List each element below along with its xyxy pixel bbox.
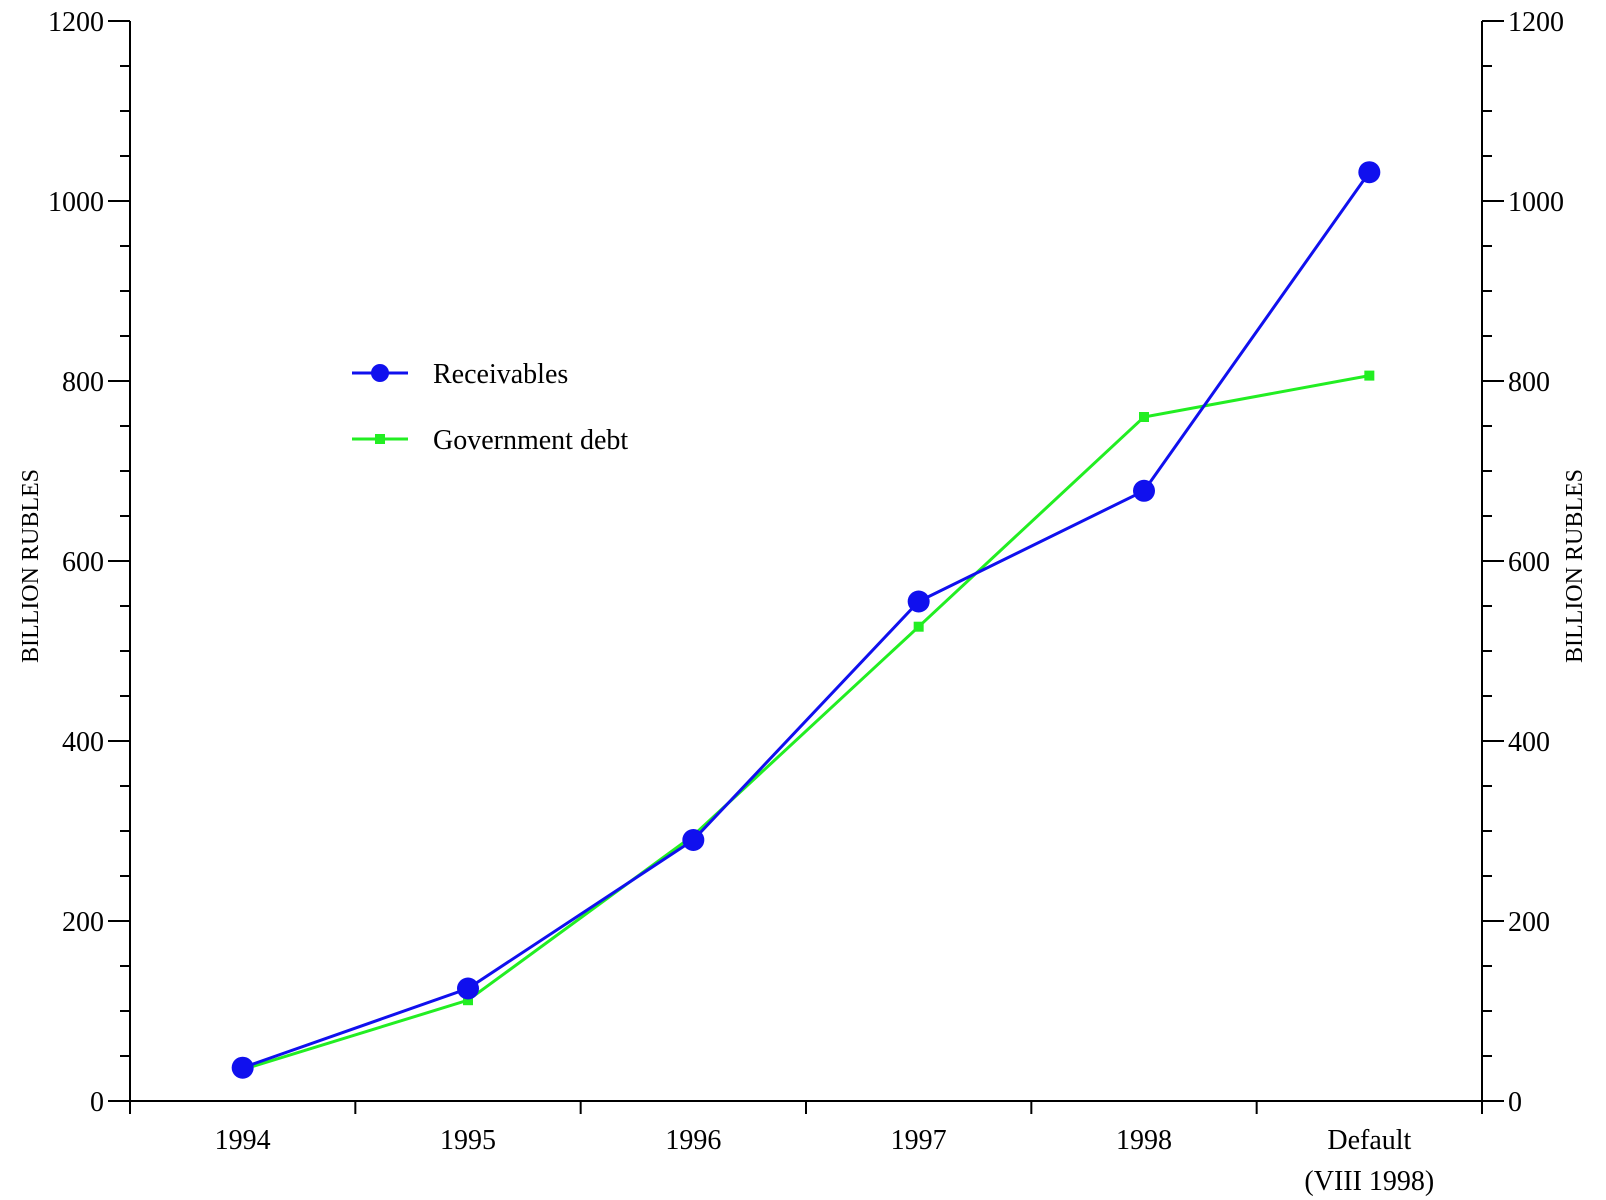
legend-label: Government debt bbox=[433, 425, 628, 456]
y-tick-label-left: 1000 bbox=[48, 187, 104, 218]
data-point bbox=[1358, 161, 1381, 184]
y-tick-label-left: 1200 bbox=[48, 7, 104, 38]
plot-area bbox=[231, 161, 1381, 1079]
data-point bbox=[907, 590, 930, 613]
legend-label: Receivables bbox=[433, 359, 568, 390]
x-tick-sublabel: (VIII 1998) bbox=[1304, 1166, 1434, 1197]
y-tick-label-right: 800 bbox=[1508, 367, 1550, 398]
y-tick-label-left: 400 bbox=[62, 727, 104, 758]
data-point bbox=[1364, 370, 1375, 381]
legend: Receivables Government debt bbox=[352, 359, 628, 456]
x-tick-label: 1995 bbox=[440, 1125, 496, 1156]
x-tick-label: 1994 bbox=[215, 1125, 271, 1156]
legend-item: Receivables bbox=[352, 359, 568, 390]
y-tick-label-left: 200 bbox=[62, 907, 104, 938]
y-tick-label-left: 0 bbox=[90, 1087, 104, 1118]
series-receivables bbox=[231, 161, 1381, 1079]
x-tick-label: 1996 bbox=[665, 1125, 721, 1156]
y-tick-label-right: 0 bbox=[1508, 1087, 1522, 1118]
y-tick-label-left: 600 bbox=[62, 547, 104, 578]
data-point bbox=[463, 995, 473, 1006]
series-line bbox=[242, 171, 1371, 1070]
y-tick-label-right: 600 bbox=[1508, 547, 1550, 578]
data-point bbox=[231, 1056, 254, 1079]
data-point bbox=[1139, 412, 1149, 422]
legend-marker bbox=[375, 434, 385, 444]
series-line bbox=[242, 374, 1370, 1071]
y-tick-label-right: 1200 bbox=[1508, 7, 1564, 38]
data-point bbox=[682, 829, 705, 851]
data-point bbox=[913, 621, 924, 632]
x-tick-label: Default bbox=[1327, 1125, 1411, 1156]
data-point bbox=[457, 977, 479, 1000]
y-axis-title-left: BILLION RUBLES bbox=[18, 469, 44, 663]
y-tick-label-left: 800 bbox=[62, 367, 104, 398]
x-tick-label: 1998 bbox=[1116, 1125, 1172, 1156]
legend-marker bbox=[371, 364, 389, 382]
y-tick-label-right: 200 bbox=[1508, 907, 1550, 938]
x-tick-label: 1997 bbox=[891, 1125, 947, 1156]
y-tick-label-right: 1000 bbox=[1508, 187, 1564, 218]
legend-item: Government debt bbox=[352, 425, 628, 456]
axes: 0 0 200 200 400 400 600 600 800 800 1000 1000 1200 12… bbox=[48, 7, 1564, 1197]
y-tick-label-right: 400 bbox=[1508, 727, 1550, 758]
y-axis-title-right: BILLION RUBLES bbox=[1562, 469, 1588, 663]
data-point bbox=[1133, 479, 1155, 502]
